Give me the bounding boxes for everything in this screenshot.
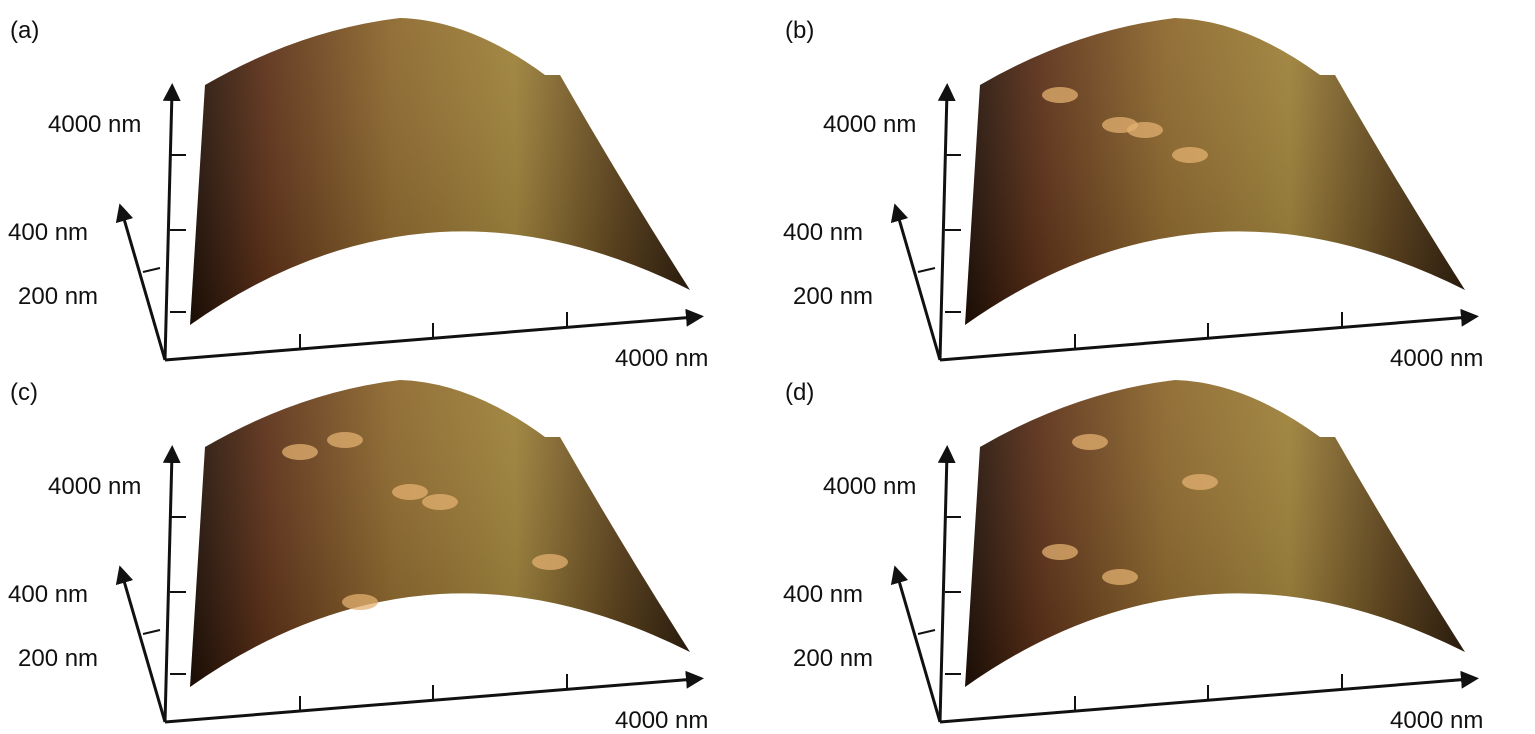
x-axis xyxy=(164,308,704,362)
surface-feature xyxy=(1127,122,1163,138)
depth-label: 200 nm xyxy=(18,645,98,672)
x-axis xyxy=(939,308,1479,362)
panel: (d) 4000 nm 400 nm 200 nm 4000 nm xyxy=(783,379,1483,734)
tick xyxy=(142,267,161,273)
surface-feature xyxy=(342,594,378,610)
surface-feature xyxy=(1042,544,1078,560)
vertical-axis-label: 4000 nm xyxy=(48,473,141,500)
vertical-axis xyxy=(937,83,956,361)
surface-feature xyxy=(1172,147,1208,163)
depth-axis xyxy=(115,203,167,361)
vertical-axis xyxy=(162,445,181,723)
vertical-axis-label: 4000 nm xyxy=(823,111,916,138)
depth-label: 200 nm xyxy=(793,645,873,672)
depth-label: 400 nm xyxy=(8,581,88,608)
surface-feature xyxy=(327,432,363,448)
depth-label: 200 nm xyxy=(18,283,98,310)
afm-shading xyxy=(965,380,1465,687)
tick xyxy=(917,629,936,635)
vertical-axis-label: 4000 nm xyxy=(48,111,141,138)
panel-label: (b) xyxy=(785,17,814,44)
surface-feature xyxy=(392,484,428,500)
x-axis-label: 4000 nm xyxy=(1390,345,1483,372)
afm-shading xyxy=(965,18,1465,325)
x-axis-label: 4000 nm xyxy=(615,707,708,734)
panel-label: (a) xyxy=(10,17,39,44)
afm-shading xyxy=(190,380,690,687)
surface-feature xyxy=(1102,569,1138,585)
vertical-axis xyxy=(162,83,181,361)
afm-shading xyxy=(190,18,690,325)
surface-feature xyxy=(422,494,458,510)
depth-axis xyxy=(890,203,942,361)
surface-feature xyxy=(532,554,568,570)
surface-feature xyxy=(282,444,318,460)
surface-feature xyxy=(1182,474,1218,490)
x-axis-label: 4000 nm xyxy=(615,345,708,372)
x-axis-label: 4000 nm xyxy=(1390,707,1483,734)
tick xyxy=(917,267,936,273)
tick xyxy=(142,629,161,635)
panel-label: (d) xyxy=(785,379,814,406)
panel-label: (c) xyxy=(10,379,38,406)
panel: (b) 4000 nm 400 nm 200 nm 4000 nm xyxy=(783,17,1483,372)
panel: (c) 4000 nm 400 nm 200 nm 4000 nm xyxy=(8,379,708,734)
depth-axis xyxy=(115,565,167,723)
x-axis xyxy=(164,670,704,724)
depth-label: 400 nm xyxy=(783,581,863,608)
surface-feature xyxy=(1072,434,1108,450)
depth-label: 400 nm xyxy=(8,219,88,246)
surface-feature xyxy=(1042,87,1078,103)
panel: (a) 4000 nm 400 nm 200 nm 4000 nm xyxy=(8,17,708,372)
depth-label: 200 nm xyxy=(793,283,873,310)
vertical-axis-label: 4000 nm xyxy=(823,473,916,500)
x-axis xyxy=(939,670,1479,724)
depth-label: 400 nm xyxy=(783,219,863,246)
depth-axis xyxy=(890,565,942,723)
vertical-axis xyxy=(937,445,956,723)
